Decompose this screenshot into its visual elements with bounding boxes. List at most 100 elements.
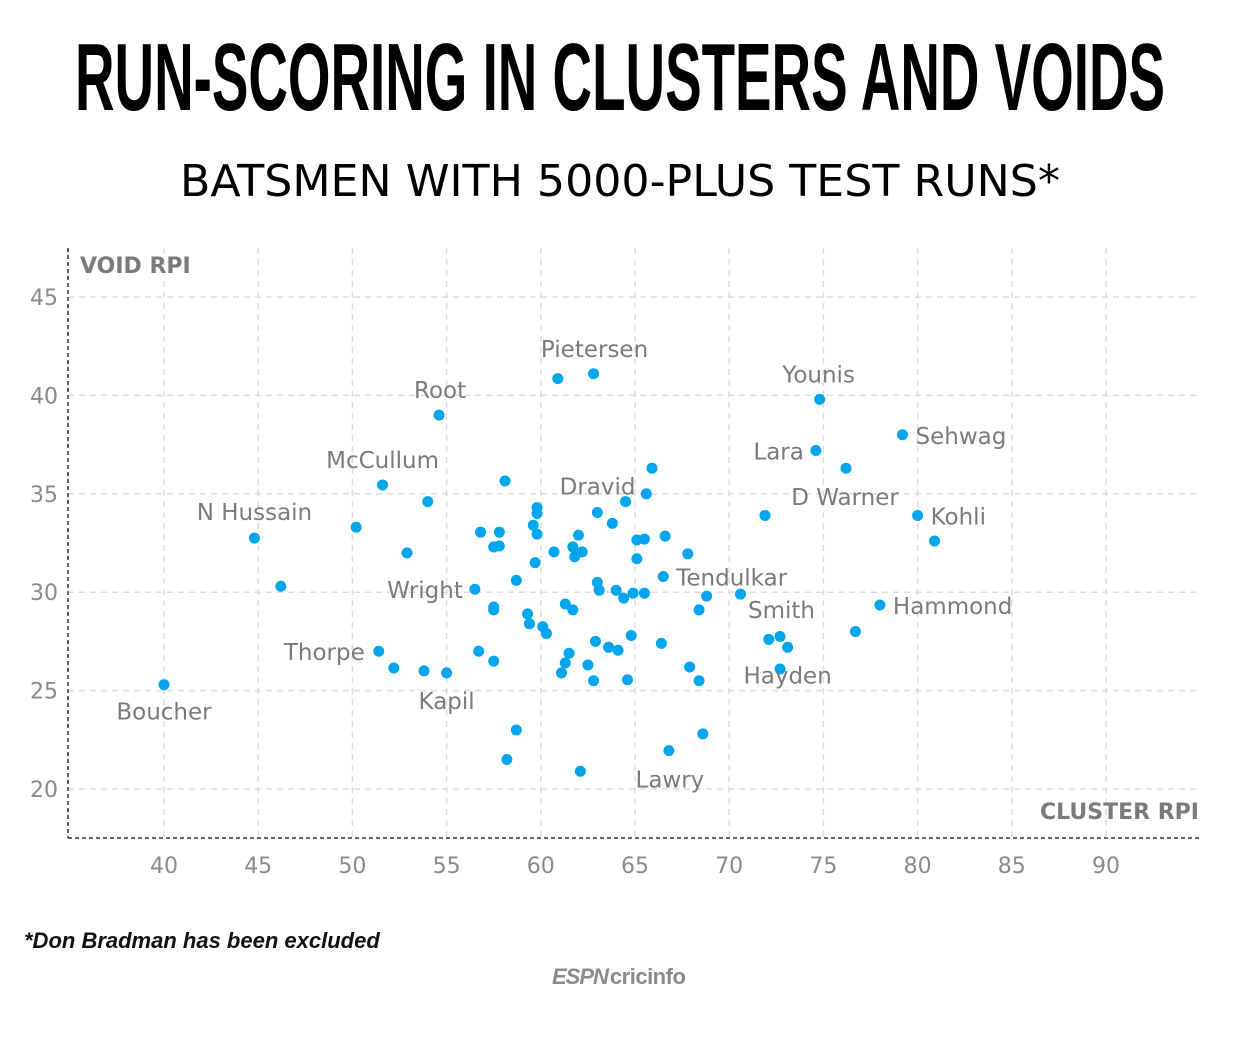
axes (67, 248, 1200, 839)
data-point (563, 647, 575, 659)
data-point (849, 626, 861, 638)
data-point (552, 373, 564, 385)
point-label: Tendulkar (675, 565, 787, 591)
data-point (488, 604, 500, 616)
data-point (388, 662, 400, 674)
title-block: RUN-SCORING IN CLUSTERS AND VOIDS BATSME… (75, 24, 1165, 207)
data-point (574, 765, 586, 777)
data-point (493, 526, 505, 538)
point-label: McCullum (326, 448, 439, 474)
data-point (640, 488, 652, 500)
data-point (469, 583, 481, 595)
data-point (697, 728, 709, 740)
data-point (897, 429, 909, 441)
data-point (631, 553, 643, 565)
chart-title: RUN-SCORING IN CLUSTERS AND VOIDS (75, 24, 1165, 131)
data-point (693, 675, 705, 687)
data-point (531, 528, 543, 540)
point-label: Hammond (893, 594, 1012, 620)
data-point (810, 445, 822, 457)
data-point (693, 604, 705, 616)
x-tick-label: 40 (150, 854, 178, 879)
data-point (814, 393, 826, 405)
point-label: Younis (781, 362, 855, 388)
point-label: N Hussain (197, 500, 312, 526)
data-point (559, 598, 571, 610)
data-point (275, 580, 287, 592)
data-point (874, 599, 886, 611)
data-point (522, 608, 534, 620)
data-point (588, 675, 600, 687)
point-label: Kohli (931, 504, 986, 530)
data-point (782, 641, 794, 653)
data-point (655, 637, 667, 649)
y-tick-label: 25 (30, 680, 58, 705)
data-point (473, 645, 485, 657)
data-point (774, 630, 786, 642)
data-point (638, 587, 650, 599)
y-tick-label: 40 (30, 384, 58, 409)
point-label: Lara (753, 440, 803, 466)
data-point (556, 667, 568, 679)
data-point (418, 665, 430, 677)
point-label: Hayden (743, 663, 831, 689)
data-point (763, 633, 775, 645)
point-label: Sehwag (916, 424, 1007, 450)
data-point (531, 507, 543, 519)
point-label: Boucher (116, 700, 212, 726)
data-point (588, 368, 600, 380)
data-point (529, 557, 541, 569)
data-point (659, 530, 671, 542)
data-point (620, 496, 632, 508)
data-point (621, 674, 633, 686)
point-label: Dravid (560, 475, 636, 501)
data-point (663, 745, 675, 757)
footnote: *Don Bradman has been excluded (24, 928, 380, 953)
data-point (638, 533, 650, 545)
x-tick-label: 45 (244, 854, 272, 879)
data-point (591, 506, 603, 518)
data-point (567, 541, 579, 553)
data-point (559, 657, 571, 669)
data-point (527, 519, 539, 531)
data-point (612, 644, 624, 656)
data-point (627, 587, 639, 599)
point-label: Pietersen (541, 337, 648, 363)
data-point (493, 540, 505, 552)
data-point (248, 532, 260, 544)
data-point (350, 521, 362, 533)
data-point (499, 475, 511, 487)
data-point (582, 659, 594, 671)
data-point (401, 547, 413, 559)
x-tick-label: 65 (621, 854, 649, 879)
data-point (774, 663, 786, 675)
point-label: Wright (387, 578, 463, 604)
x-axis-label: CLUSTER RPI (1040, 800, 1199, 825)
point-label: Thorpe (283, 640, 365, 666)
data-point (618, 592, 630, 604)
data-point (422, 496, 434, 508)
data-point (606, 517, 618, 529)
point-label: Lawry (636, 768, 705, 794)
point-labels: Boucher N Hussain McCullum Root Thorpe Kapil P… (116, 337, 1012, 794)
data-point (441, 667, 453, 679)
y-tick-label: 35 (30, 483, 58, 508)
data-point (912, 509, 924, 521)
data-point (840, 462, 852, 474)
data-point (510, 724, 522, 736)
y-tick-label: 20 (30, 778, 58, 803)
data-point (567, 604, 579, 616)
data-point (510, 574, 522, 586)
data-point (929, 535, 941, 547)
data-point (735, 588, 747, 600)
data-point (657, 570, 669, 582)
data-point (589, 635, 601, 647)
point-label: Kapil (419, 689, 475, 715)
data-point (759, 509, 771, 521)
x-tick-label: 50 (338, 854, 366, 879)
data-point (646, 462, 658, 474)
data-point (373, 645, 385, 657)
y-axis-label: VOID RPI (80, 254, 191, 279)
x-tick-label: 60 (527, 854, 555, 879)
data-point (523, 618, 535, 630)
